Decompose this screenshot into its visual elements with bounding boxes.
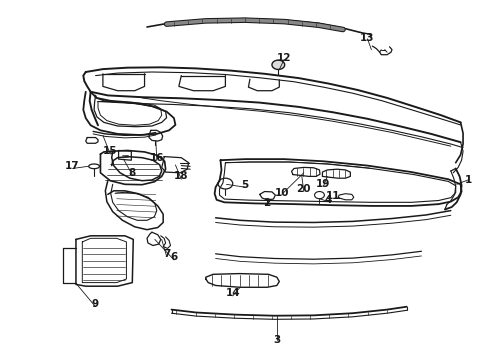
Text: 16: 16 bbox=[149, 153, 164, 163]
Circle shape bbox=[272, 60, 285, 69]
Text: 1: 1 bbox=[465, 175, 471, 185]
Text: 20: 20 bbox=[296, 184, 311, 194]
Text: 19: 19 bbox=[316, 179, 331, 189]
Text: 3: 3 bbox=[273, 335, 280, 345]
Text: 8: 8 bbox=[129, 168, 136, 178]
Text: 4: 4 bbox=[324, 195, 332, 205]
Text: 18: 18 bbox=[174, 171, 189, 181]
Text: 2: 2 bbox=[264, 198, 270, 208]
Text: 11: 11 bbox=[326, 191, 341, 201]
Text: 10: 10 bbox=[274, 188, 289, 198]
Text: 9: 9 bbox=[92, 299, 99, 309]
Text: 12: 12 bbox=[277, 53, 292, 63]
Text: 5: 5 bbox=[242, 180, 248, 190]
Text: 17: 17 bbox=[65, 161, 80, 171]
Text: 7: 7 bbox=[163, 249, 171, 259]
Text: 14: 14 bbox=[225, 288, 240, 298]
Text: 6: 6 bbox=[171, 252, 177, 262]
Text: 13: 13 bbox=[360, 33, 375, 43]
Text: 15: 15 bbox=[103, 146, 118, 156]
